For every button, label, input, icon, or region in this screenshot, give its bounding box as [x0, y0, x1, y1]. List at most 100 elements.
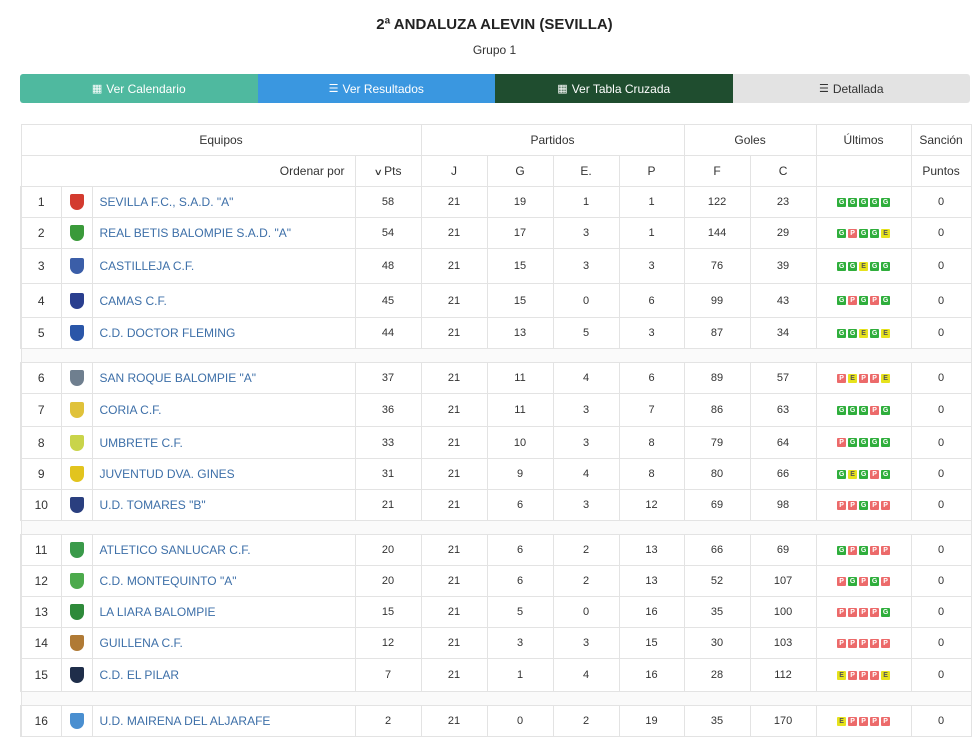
team-link[interactable]: CASTILLEJA C.F. [99, 259, 195, 273]
pts-header-label: Pts [384, 164, 402, 178]
team-link[interactable]: LA LIARA BALOMPIE [99, 605, 216, 619]
sancion-cell: 0 [910, 317, 972, 349]
view-button-3[interactable]: ☰ Detallada [732, 74, 970, 103]
e-cell: 3 [552, 627, 620, 659]
team-link[interactable]: GUILLENA C.F. [99, 636, 183, 650]
team-name-cell: REAL BETIS BALOMPIE S.A.D. "A" [91, 217, 356, 249]
c-cell: 112 [749, 658, 817, 692]
e-cell: 3 [552, 217, 620, 249]
e-cell: 3 [552, 426, 620, 459]
chevron-down-icon: ∨ [373, 167, 383, 177]
e-cell: 5 [552, 317, 620, 349]
result-badge: G [859, 296, 869, 305]
team-name-cell: C.D. EL PILAR [91, 658, 356, 692]
pts-cell: 54 [354, 217, 422, 249]
j-cell: 21 [420, 393, 488, 427]
view-button-1[interactable]: ☰ Ver Resultados [257, 74, 495, 103]
view-button-2[interactable]: ▦ Ver Tabla Cruzada [495, 74, 733, 103]
team-link[interactable]: UMBRETE C.F. [99, 435, 183, 450]
umbrete-crest-icon [69, 434, 84, 451]
betis-crest-icon [69, 225, 84, 241]
view-button-label: Ver Tabla Cruzada [571, 81, 671, 96]
result-badge: P [837, 607, 847, 617]
e-cell: 1 [552, 186, 620, 218]
f-cell: 28 [683, 658, 751, 692]
team-link[interactable]: JUVENTUD DVA. GINES [99, 467, 235, 481]
team-link[interactable]: C.D. DOCTOR FLEMING [99, 326, 236, 340]
j-cell: 21 [420, 658, 488, 692]
team-link[interactable]: C.D. MONTEQUINTO "A" [99, 574, 237, 588]
pts-cell: 44 [354, 317, 422, 349]
ordenar-por-label: Ordenar por [20, 155, 356, 187]
mairena-crest-icon [69, 713, 84, 729]
position-cell: 5 [20, 317, 62, 349]
team-link[interactable]: U.D. TOMARES "B" [99, 498, 206, 512]
pts-cell: 45 [354, 283, 422, 318]
position-cell: 12 [20, 565, 62, 597]
crest-cell [60, 627, 93, 659]
result-badge: P [859, 670, 869, 680]
table-row: 3 CASTILLEJA C.F. 48 21 15 3 3 76 39 G G E G G 0 [20, 248, 972, 284]
equipos-header: Equipos [20, 124, 422, 156]
e-cell: 4 [552, 362, 620, 394]
team-link[interactable]: CORIA C.F. [99, 403, 162, 417]
p-cell: 16 [618, 658, 685, 692]
g-cell: 10 [486, 426, 554, 459]
table-row: 2 REAL BETIS BALOMPIE S.A.D. "A" 54 21 17 3 1 1… [20, 217, 972, 249]
team-link[interactable]: CAMAS C.F. [99, 293, 167, 308]
result-badge: G [848, 576, 858, 586]
result-badge: E [848, 373, 858, 383]
calendar-icon: ▦ [91, 83, 103, 95]
e-cell: 3 [552, 248, 620, 284]
result-badge: P [870, 670, 880, 680]
team-link[interactable]: C.D. EL PILAR [99, 668, 180, 682]
view-button-0[interactable]: ▦ Ver Calendario [20, 74, 258, 103]
ultimos-subheader [815, 155, 912, 187]
g-cell: 13 [486, 317, 554, 349]
result-badge: E [881, 373, 891, 383]
result-badge: G [881, 469, 891, 479]
position-cell: 4 [20, 283, 62, 318]
position-cell: 11 [20, 534, 62, 566]
result-badge: P [870, 716, 880, 726]
pts-cell: 21 [354, 489, 422, 521]
team-link[interactable]: REAL BETIS BALOMPIE S.A.D. "A" [99, 226, 291, 240]
c-cell: 170 [749, 705, 817, 737]
pts-cell: 58 [354, 186, 422, 218]
f-cell: 76 [683, 248, 751, 284]
zone-separator [20, 348, 972, 363]
team-name-cell: UMBRETE C.F. [91, 426, 356, 459]
c-cell: 57 [749, 362, 817, 394]
g-cell: 6 [486, 534, 554, 566]
team-link[interactable]: ATLETICO SANLUCAR C.F. [99, 543, 251, 557]
f-cell: 122 [683, 186, 751, 218]
result-badge: G [848, 197, 858, 207]
result-badge: P [870, 469, 880, 479]
p-cell: 6 [618, 283, 685, 318]
sancion-header: Sanción [910, 124, 972, 156]
result-badge: P [870, 373, 880, 383]
c-header: C [749, 155, 817, 187]
c-cell: 63 [749, 393, 817, 427]
pts-cell: 2 [354, 705, 422, 737]
team-link[interactable]: U.D. MAIRENA DEL ALJARAFE [99, 714, 271, 728]
g-cell: 17 [486, 217, 554, 249]
team-link[interactable]: SEVILLA F.C., S.A.D. "A" [99, 195, 234, 209]
team-name-cell: U.D. TOMARES "B" [91, 489, 356, 521]
c-cell: 34 [749, 317, 817, 349]
p-cell: 6 [618, 362, 685, 394]
result-badge: P [848, 716, 858, 726]
team-link[interactable]: SAN ROQUE BALOMPIE "A" [99, 371, 257, 385]
partidos-header: Partidos [420, 124, 685, 156]
position-cell: 14 [20, 627, 62, 659]
p-cell: 16 [618, 596, 685, 628]
sort-pts-button[interactable]: ∨ Pts [354, 155, 422, 187]
position-cell: 6 [20, 362, 62, 394]
view-button-label: Ver Calendario [106, 81, 186, 96]
team-name-cell: GUILLENA C.F. [91, 627, 356, 659]
result-badge: G [859, 197, 869, 207]
crest-cell [60, 248, 93, 284]
